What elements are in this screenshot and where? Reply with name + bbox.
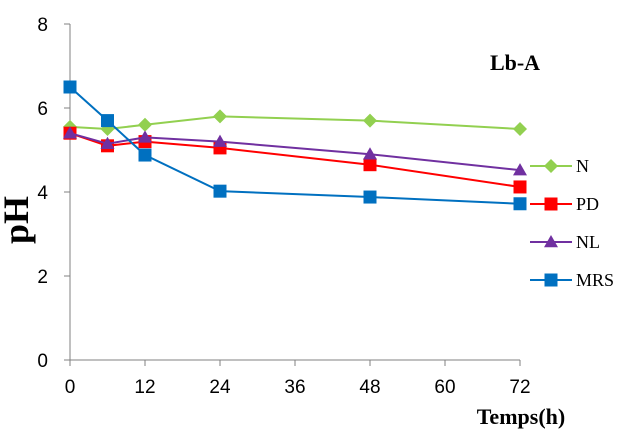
data-point-mrs xyxy=(213,184,227,198)
y-tick-label: 8 xyxy=(37,15,48,36)
legend-label: PD xyxy=(576,194,599,214)
series-nl xyxy=(63,126,527,176)
y-tick-label: 6 xyxy=(37,99,48,120)
legend-marker xyxy=(544,159,558,173)
axes xyxy=(69,24,520,361)
data-point-n xyxy=(513,122,527,136)
x-tick-label: 72 xyxy=(509,377,530,398)
data-point-mrs xyxy=(63,80,77,94)
series-mrs xyxy=(63,80,527,211)
legend-item-pd: PD xyxy=(530,194,599,214)
data-point-nl xyxy=(138,130,152,143)
x-tick-labels: 0 12 24 36 48 60 72 xyxy=(65,360,531,398)
legend-label: MRS xyxy=(576,270,614,290)
data-point-n xyxy=(363,113,377,128)
legend-label: N xyxy=(576,156,589,176)
series-n xyxy=(63,109,527,136)
data-point-nl xyxy=(63,126,77,139)
x-tick-label: 48 xyxy=(359,377,380,398)
data-point-pd xyxy=(363,158,377,172)
data-point-pd xyxy=(513,180,527,194)
x-tick-label: 12 xyxy=(134,377,155,398)
legend-marker xyxy=(544,197,558,211)
data-point-nl xyxy=(363,147,377,160)
x-axis-label: Temps(h) xyxy=(477,404,565,429)
data-point-nl xyxy=(213,134,227,147)
data-point-nl xyxy=(513,163,527,176)
data-point-n xyxy=(213,109,227,124)
y-tick-label: 0 xyxy=(37,351,48,372)
y-tick-label: 4 xyxy=(37,183,48,204)
series-pd xyxy=(63,126,527,194)
y-axis-label: pH xyxy=(0,196,36,244)
legend: N PD NL MRS xyxy=(530,156,614,290)
y-tick-label: 2 xyxy=(37,267,48,288)
series-line-mrs xyxy=(69,86,521,205)
x-tick-label: 60 xyxy=(434,377,455,398)
x-tick-label: 24 xyxy=(209,377,231,398)
data-point-mrs xyxy=(513,197,527,211)
chart-annotation: Lb-A xyxy=(490,50,540,75)
series-line-n xyxy=(69,115,521,131)
data-point-nl xyxy=(100,136,115,149)
series-group xyxy=(63,80,527,211)
data-point-mrs xyxy=(101,114,114,128)
series-line-pd xyxy=(69,132,521,188)
data-point-mrs xyxy=(138,148,152,162)
x-tick-label: 0 xyxy=(65,377,76,398)
data-point-mrs xyxy=(363,190,377,204)
legend-marker xyxy=(544,273,558,287)
legend-item-mrs: MRS xyxy=(530,270,614,290)
series-line-nl xyxy=(69,132,521,172)
y-tick-labels: 0 2 4 6 8 xyxy=(37,15,70,372)
legend-item-nl: NL xyxy=(530,232,600,252)
legend-label: NL xyxy=(576,232,600,252)
data-point-n xyxy=(138,117,152,132)
legend-item-n: N xyxy=(530,156,589,176)
legend-marker xyxy=(544,235,558,248)
x-tick-label: 36 xyxy=(284,377,305,398)
